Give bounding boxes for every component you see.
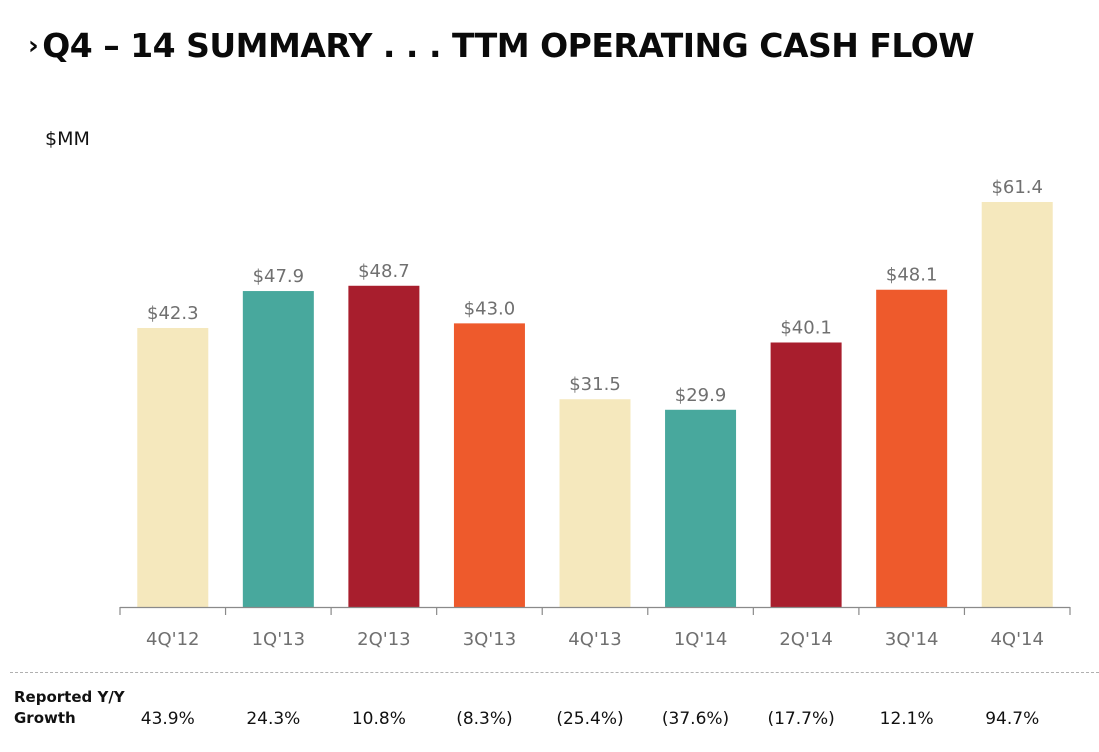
x-tick-label-8: 4Q'14 <box>990 629 1043 650</box>
data-label-0: $42.3 <box>147 303 199 324</box>
x-tick-label-6: 2Q'14 <box>779 629 832 650</box>
bars-layer: $42.3 $47.9 $48.7 $43.0 $31.5 $29.9 $40.1 $48.1… <box>137 177 1053 607</box>
bar-2 <box>348 285 420 607</box>
data-label-7: $48.1 <box>886 265 938 286</box>
growth-value-3: (8.3%) <box>456 709 513 729</box>
chevron-right-icon: › <box>28 31 39 61</box>
growth-value-5: (37.6%) <box>661 709 730 729</box>
x-tick-label-5: 1Q'14 <box>674 629 727 650</box>
growth-value-2: 10.8% <box>351 709 406 729</box>
data-label-6: $40.1 <box>780 317 832 338</box>
data-label-2: $48.7 <box>358 261 410 282</box>
growth-row-label: Reported Y/Y Growth <box>14 687 125 729</box>
growth-value-4: (25.4%) <box>556 709 624 729</box>
bar-1 <box>242 291 314 607</box>
bar-chart: $42.3 $47.9 $48.7 $43.0 $31.5 $29.9 $40.1 $48.1… <box>119 177 1071 650</box>
bar-4 <box>559 399 631 607</box>
growth-value-8: 94.7% <box>985 709 1040 729</box>
bar-0 <box>137 327 209 607</box>
data-label-8: $61.4 <box>991 177 1043 198</box>
x-tick-label-7: 3Q'14 <box>885 629 938 650</box>
data-label-5: $29.9 <box>675 385 727 406</box>
bar-6 <box>770 342 842 607</box>
title-text: Q4 – 14 SUMMARY . . . TTM OPERATING CASH… <box>42 26 975 65</box>
x-tick-label-0: 4Q'12 <box>146 629 199 650</box>
bar-7 <box>876 289 948 607</box>
bar-3 <box>453 323 525 607</box>
growth-value-7: 12.1% <box>879 709 934 729</box>
x-tick-label-2: 2Q'13 <box>357 629 410 650</box>
x-tick-label-4: 4Q'13 <box>568 629 621 650</box>
dashed-divider <box>10 672 1099 673</box>
data-label-4: $31.5 <box>569 374 621 395</box>
growth-value-6: (17.7%) <box>767 709 835 729</box>
growth-label-line2: Growth <box>14 709 76 727</box>
growth-value-0: 43.9% <box>140 709 195 729</box>
x-tick-label-1: 1Q'13 <box>252 629 305 650</box>
growth-value-1: 24.3% <box>246 709 301 729</box>
bar-8 <box>981 202 1053 607</box>
y-axis-unit-label: $MM <box>45 128 90 150</box>
data-label-3: $43.0 <box>464 298 516 319</box>
page-title: › Q4 – 14 SUMMARY . . . TTM OPERATING CAS… <box>28 26 975 65</box>
x-tick-label-3: 3Q'13 <box>463 629 516 650</box>
data-label-1: $47.9 <box>253 266 305 287</box>
x-axis: 4Q'12 1Q'13 2Q'13 3Q'13 4Q'13 1Q'14 2Q'14 3Q'14… <box>119 606 1071 650</box>
growth-label-line1: Reported Y/Y <box>14 688 125 706</box>
bar-5 <box>665 409 737 607</box>
